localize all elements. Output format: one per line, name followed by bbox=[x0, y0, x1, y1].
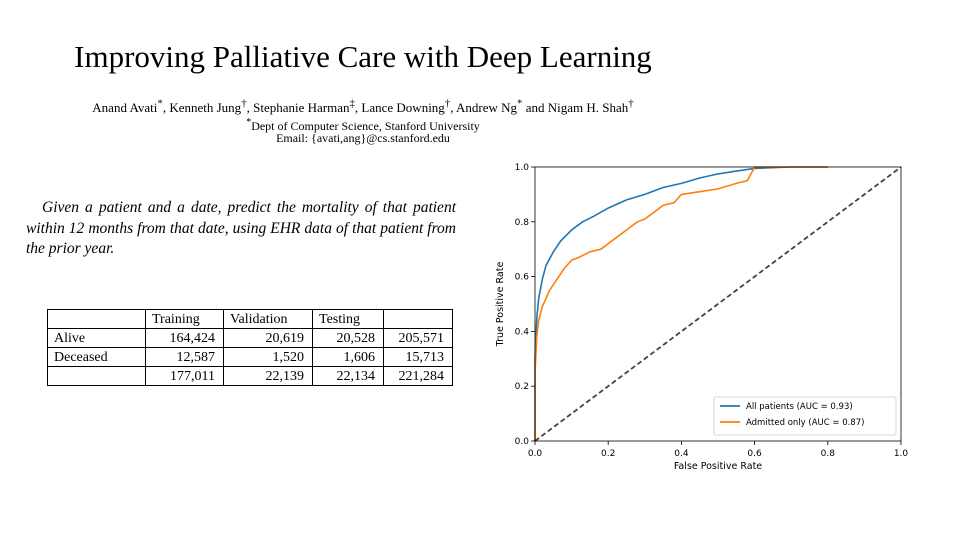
x-tick-label: 1.0 bbox=[894, 449, 909, 459]
roc-series-line-1 bbox=[534, 166, 828, 441]
author: Kenneth Jung†, bbox=[169, 98, 254, 116]
legend-entry: Admitted only (AUC = 0.87) bbox=[746, 418, 864, 428]
y-tick-label: 0.0 bbox=[515, 437, 530, 447]
table-row: Deceased 12,587 1,520 1,606 15,713 bbox=[47, 347, 453, 367]
table-cell: 20,619 bbox=[223, 328, 313, 348]
paper-title: Improving Palliative Care with Deep Lear… bbox=[74, 39, 652, 74]
table-cell: 205,571 bbox=[383, 328, 453, 348]
x-tick-label: 0.0 bbox=[528, 449, 543, 459]
table-cell: 221,284 bbox=[383, 366, 453, 386]
table-cell: Alive bbox=[47, 328, 146, 348]
table-cell: 1,606 bbox=[312, 347, 384, 367]
table-cell: 15,713 bbox=[383, 347, 453, 367]
y-tick-label: 0.2 bbox=[515, 382, 529, 392]
y-tick-label: 0.8 bbox=[515, 218, 530, 228]
table-row: Alive 164,424 20,619 20,528 205,571 bbox=[47, 328, 453, 348]
table-header-cell bbox=[47, 309, 146, 329]
table-row: 177,011 22,139 22,134 221,284 bbox=[47, 366, 453, 386]
roc-chart: 0.0 0.2 0.4 0.6 0.8 1.0 0.0 0.2 0.4 0.6 0.8 1.0 Fals… bbox=[495, 163, 909, 472]
table-header-row: Training Validation Testing bbox=[47, 309, 453, 329]
plot-frame bbox=[534, 166, 902, 442]
table-cell: 12,587 bbox=[145, 347, 224, 367]
x-tick-label: 0.2 bbox=[601, 449, 615, 459]
x-tick-label: 0.6 bbox=[747, 449, 762, 459]
table-header-cell: Training bbox=[145, 309, 224, 329]
author: Andrew Ng* and bbox=[456, 98, 548, 116]
y-axis-label: True Positive Rate bbox=[495, 262, 506, 348]
table-header-cell: Testing bbox=[312, 309, 384, 329]
author: Stephanie Harman‡, bbox=[253, 98, 362, 116]
affiliation: *Dept of Computer Science, Stanford Univ… bbox=[246, 117, 480, 133]
table-header-cell: Validation bbox=[223, 309, 313, 329]
y-tick-label: 0.6 bbox=[515, 273, 530, 283]
roc-series-line-0 bbox=[534, 166, 828, 441]
author: Anand Avati*, bbox=[92, 98, 170, 116]
x-tick-label: 0.8 bbox=[821, 449, 836, 459]
chart-legend-box bbox=[713, 396, 897, 436]
y-tick-label: 1.0 bbox=[515, 163, 530, 173]
table-cell bbox=[47, 366, 146, 386]
table-cell: 164,424 bbox=[145, 328, 224, 348]
author: Lance Downing†, bbox=[361, 98, 457, 116]
dataset-split-table: Training Validation Testing Alive 164,42… bbox=[47, 309, 453, 386]
table-cell: 177,011 bbox=[145, 366, 224, 386]
x-axis-label: False Positive Rate bbox=[674, 461, 762, 472]
table-cell: 22,139 bbox=[223, 366, 313, 386]
task-statement: Given a patient and a date, predict the … bbox=[26, 199, 456, 257]
table-cell: Deceased bbox=[47, 347, 146, 367]
x-tick-label: 0.4 bbox=[674, 449, 689, 459]
legend-entry: All patients (AUC = 0.93) bbox=[746, 402, 853, 412]
chance-diagonal-line bbox=[534, 166, 902, 442]
author: Nigam H. Shah† bbox=[547, 98, 634, 116]
table-header-cell bbox=[383, 309, 453, 329]
table-cell: 22,134 bbox=[312, 366, 384, 386]
table-cell: 1,520 bbox=[223, 347, 313, 367]
table-cell: 20,528 bbox=[312, 328, 384, 348]
contact-email: Email: {avati,ang}@cs.stanford.edu bbox=[276, 131, 450, 145]
author-list: Anand Avati*, Kenneth Jung†, Stephanie H… bbox=[0, 96, 726, 116]
y-tick-label: 0.4 bbox=[515, 327, 530, 337]
